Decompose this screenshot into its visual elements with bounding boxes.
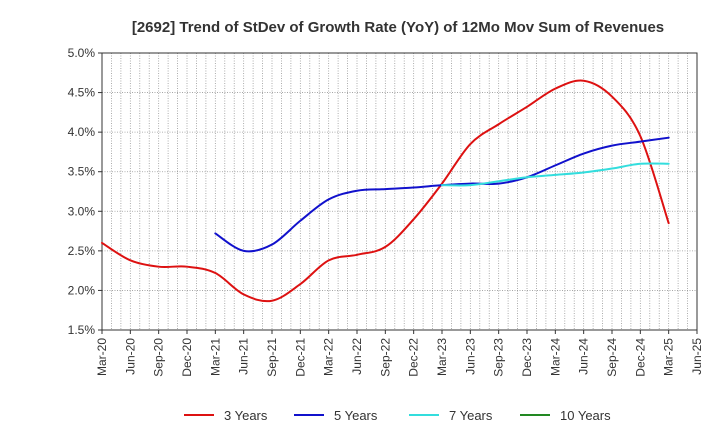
x-tick-label: Jun-23: [463, 338, 477, 375]
x-tick-label: Jun-22: [350, 338, 364, 375]
y-tick-label: 4.0%: [68, 125, 96, 139]
legend-label: 7 Years: [449, 408, 493, 423]
x-tick-label: Sep-24: [605, 338, 619, 377]
legend: 3 Years 5 Years 7 Years 10 Years: [184, 408, 611, 423]
plot-area: [102, 53, 697, 330]
y-tick-label: 2.0%: [68, 283, 96, 297]
plot-border: [101, 52, 698, 331]
x-tick-label: Mar-21: [208, 338, 222, 376]
plot-background: [102, 53, 697, 330]
series-line-7-years: [441, 162, 670, 187]
x-tick-label: Dec-23: [520, 338, 534, 377]
x-tick-label: Sep-23: [492, 338, 506, 377]
y-tick-label: 3.0%: [68, 204, 96, 218]
x-tick-label: Mar-23: [435, 338, 449, 376]
x-tick-label: Jun-24: [577, 338, 591, 375]
legend-label: 10 Years: [560, 408, 611, 423]
x-tick-label: Dec-21: [293, 338, 307, 377]
legend-label: 3 Years: [224, 408, 268, 423]
x-tick-label: Dec-22: [407, 338, 421, 377]
y-tick-label: 3.5%: [68, 165, 96, 179]
x-tick-label: Jun-21: [237, 338, 251, 375]
y-tick-label: 5.0%: [68, 46, 96, 60]
x-tick-label: Dec-24: [633, 338, 647, 377]
x-tick-label: Mar-22: [322, 338, 336, 376]
series-line-3-years: [101, 79, 670, 303]
series-group: [101, 79, 670, 303]
x-tick-label: Mar-20: [95, 338, 109, 376]
y-axis-ticks: 1.5% 2.0% 2.5% 3.0% 3.5% 4.0% 4.5% 5.0%: [68, 46, 102, 337]
y-tick-label: 4.5%: [68, 86, 96, 100]
y-tick-label: 2.5%: [68, 244, 96, 258]
legend-label: 5 Years: [334, 408, 378, 423]
x-axis-ticks: Mar-20 Jun-20 Sep-20 Dec-20 Mar-21 Jun-21 Sep-…: [95, 330, 704, 377]
x-tick-label: Mar-24: [548, 338, 562, 376]
y-tick-label: 1.5%: [68, 323, 96, 337]
x-tick-label: Sep-21: [265, 338, 279, 377]
x-tick-label: Sep-20: [152, 338, 166, 377]
x-tick-label: Jun-25: [690, 338, 704, 375]
chart-title: [2692] Trend of StDev of Growth Rate (Yo…: [132, 19, 664, 36]
x-tick-label: Sep-22: [378, 338, 392, 377]
x-tick-label: Jun-20: [123, 338, 137, 375]
x-tick-label: Mar-25: [662, 338, 676, 376]
x-tick-label: Dec-20: [180, 338, 194, 377]
